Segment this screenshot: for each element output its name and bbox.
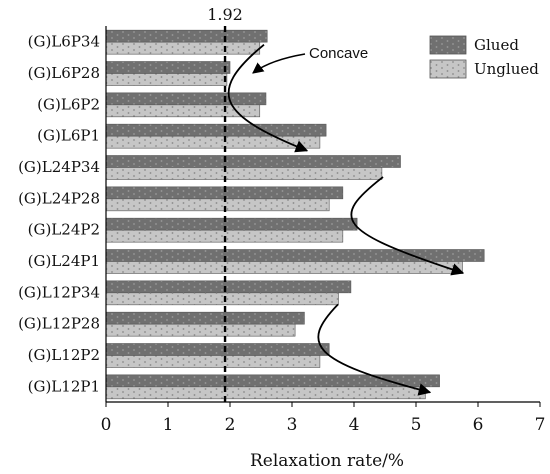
legend: Glued Unglued — [429, 35, 539, 79]
category-label-3: (G)L6P1 — [37, 127, 100, 145]
concave-curve-l24 — [350, 176, 465, 276]
axes-layer: (G)L6P34 (G)L6P28 (G)L6P2 (G)L6P1 (G)L24P34 (… — [18, 26, 545, 471]
bar-unglued-10 — [105, 355, 321, 368]
x-tick-label-2: 2 — [225, 415, 236, 435]
legend-swatch-glued — [429, 35, 467, 55]
bar-glued-0 — [105, 29, 268, 43]
category-label-5: (G)L24P28 — [18, 189, 100, 207]
bar-unglued-4 — [105, 167, 383, 180]
category-label-6: (G)L24P2 — [28, 221, 100, 239]
bar-unglued-5 — [105, 198, 330, 212]
bar-unglued-9 — [105, 323, 296, 337]
x-tick-label-6: 6 — [473, 415, 484, 435]
bar-glued-8 — [105, 280, 352, 294]
bars-layer — [105, 29, 485, 400]
annotation-layer: Concave — [227, 43, 465, 396]
x-axis-title: Relaxation rate/% — [250, 451, 404, 471]
x-tick-label-3: 3 — [287, 415, 298, 435]
x-tick-label-4: 4 — [349, 415, 360, 435]
bar-glued-4 — [105, 155, 401, 168]
category-label-2: (G)L6P2 — [37, 95, 100, 113]
reference-line-label: 1.92 — [207, 5, 243, 24]
legend-label-unglued: Unglued — [474, 60, 539, 78]
bar-glued-6 — [105, 217, 358, 231]
bar-unglued-8 — [105, 292, 339, 306]
x-tick-label-0: 0 — [101, 415, 112, 435]
bar-glued-10 — [105, 343, 330, 356]
category-label-1: (G)L6P28 — [28, 64, 100, 82]
bar-glued-7 — [105, 249, 485, 262]
legend-swatch-unglued — [429, 59, 467, 79]
bar-glued-3 — [105, 123, 327, 137]
x-tick-label-1: 1 — [163, 415, 174, 435]
bar-unglued-1 — [105, 73, 228, 86]
annotation-pointer-arrow — [252, 53, 306, 74]
bar-unglued-0 — [105, 41, 261, 55]
bar-glued-9 — [105, 311, 305, 325]
category-label-8: (G)L12P34 — [18, 283, 100, 301]
annotation-concave-label: Concave — [309, 45, 368, 62]
x-tick-label-7: 7 — [535, 415, 546, 435]
x-tick-label-5: 5 — [411, 415, 422, 435]
category-label-7: (G)L24P1 — [28, 252, 100, 270]
bar-glued-2 — [105, 92, 267, 106]
concave-curve-l6 — [227, 43, 309, 153]
bar-unglued-11 — [105, 386, 426, 400]
category-label-4: (G)L24P34 — [18, 158, 100, 176]
reference-line-layer: 1.92 — [207, 5, 243, 402]
concave-curve-l12 — [317, 303, 432, 396]
category-label-11: (G)L12P1 — [28, 377, 100, 395]
bar-glued-1 — [105, 61, 231, 74]
legend-label-glued: Glued — [474, 36, 519, 54]
bar-unglued-7 — [105, 261, 463, 274]
category-label-10: (G)L12P2 — [28, 346, 100, 364]
category-label-9: (G)L12P28 — [18, 315, 100, 333]
category-label-0: (G)L6P34 — [28, 33, 100, 51]
